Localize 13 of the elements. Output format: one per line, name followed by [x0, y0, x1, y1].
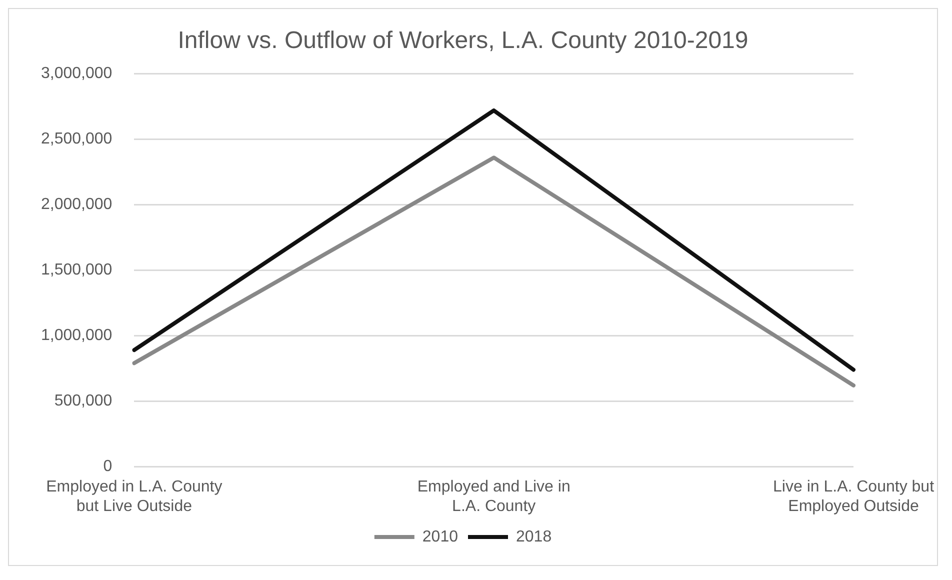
y-tick-label: 1,000,000	[40, 327, 112, 344]
chart-title: Inflow vs. Outflow of Workers, L.A. County 2010-2019	[178, 27, 748, 54]
x-tick-label: Live in L.A. County but Employed Outside	[773, 478, 935, 515]
legend-label: 2010	[422, 528, 458, 546]
y-tick-label: 1,500,000	[40, 262, 112, 279]
y-tick-label: 500,000	[54, 392, 112, 410]
y-tick-label: 2,000,000	[40, 196, 112, 214]
y-tick-label: 3,000,000	[40, 65, 112, 82]
x-tick-label: Employed and Live in L.A. County	[417, 478, 570, 515]
y-tick-label: 0	[103, 458, 112, 476]
legend-label: 2018	[516, 528, 552, 546]
y-tick-label: 2,500,000	[40, 130, 112, 148]
x-tick-label: Employed in L.A. County but Live Outside	[46, 478, 222, 515]
